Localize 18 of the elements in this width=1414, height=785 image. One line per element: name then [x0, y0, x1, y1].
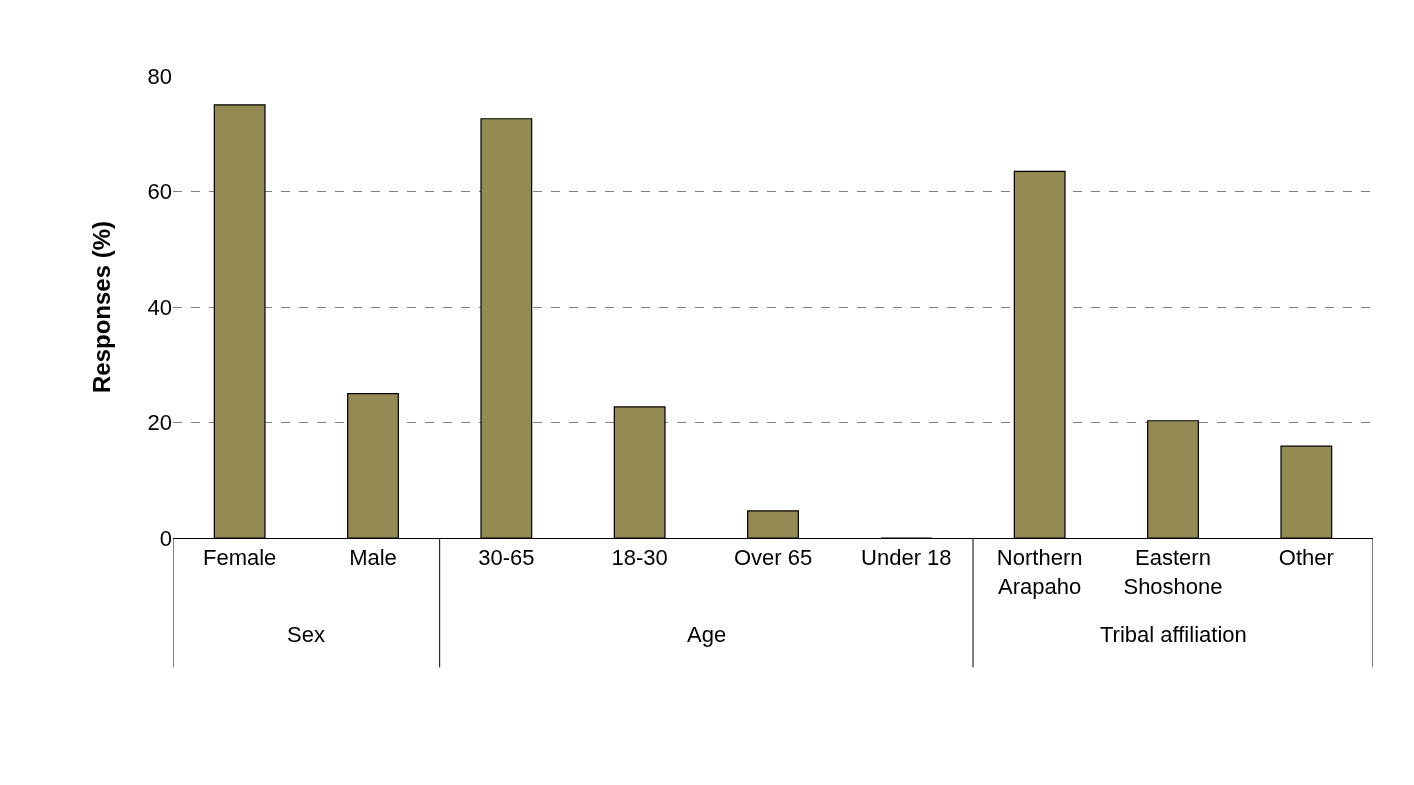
x-tick-label: 30-65 [478, 545, 535, 571]
text: Sex [287, 622, 325, 647]
x-tick-label: Male [349, 545, 397, 571]
y-tick-label: 0 [159, 525, 172, 551]
y-tick-label: 40 [147, 294, 172, 320]
x-tick-label: Eastern Shoshone [1123, 545, 1223, 599]
y-tick-label: 20 [147, 410, 172, 436]
y-tick-label: 60 [147, 179, 172, 205]
x-tick-label: Under 18 [861, 545, 952, 571]
text: Age [687, 622, 727, 647]
y-tick-label: 80 [147, 63, 172, 89]
x-tick-label: Female [202, 545, 277, 571]
text: Tribal affiliation [1100, 622, 1247, 647]
x-tick-label: Northern Arapaho [996, 545, 1083, 599]
x-tick-label: 18-30 [611, 545, 668, 571]
y-axis-title: Responses (%) [87, 220, 115, 394]
x-tick-label: Other [1278, 545, 1334, 571]
x-tick-label: Over 65 [733, 545, 813, 571]
